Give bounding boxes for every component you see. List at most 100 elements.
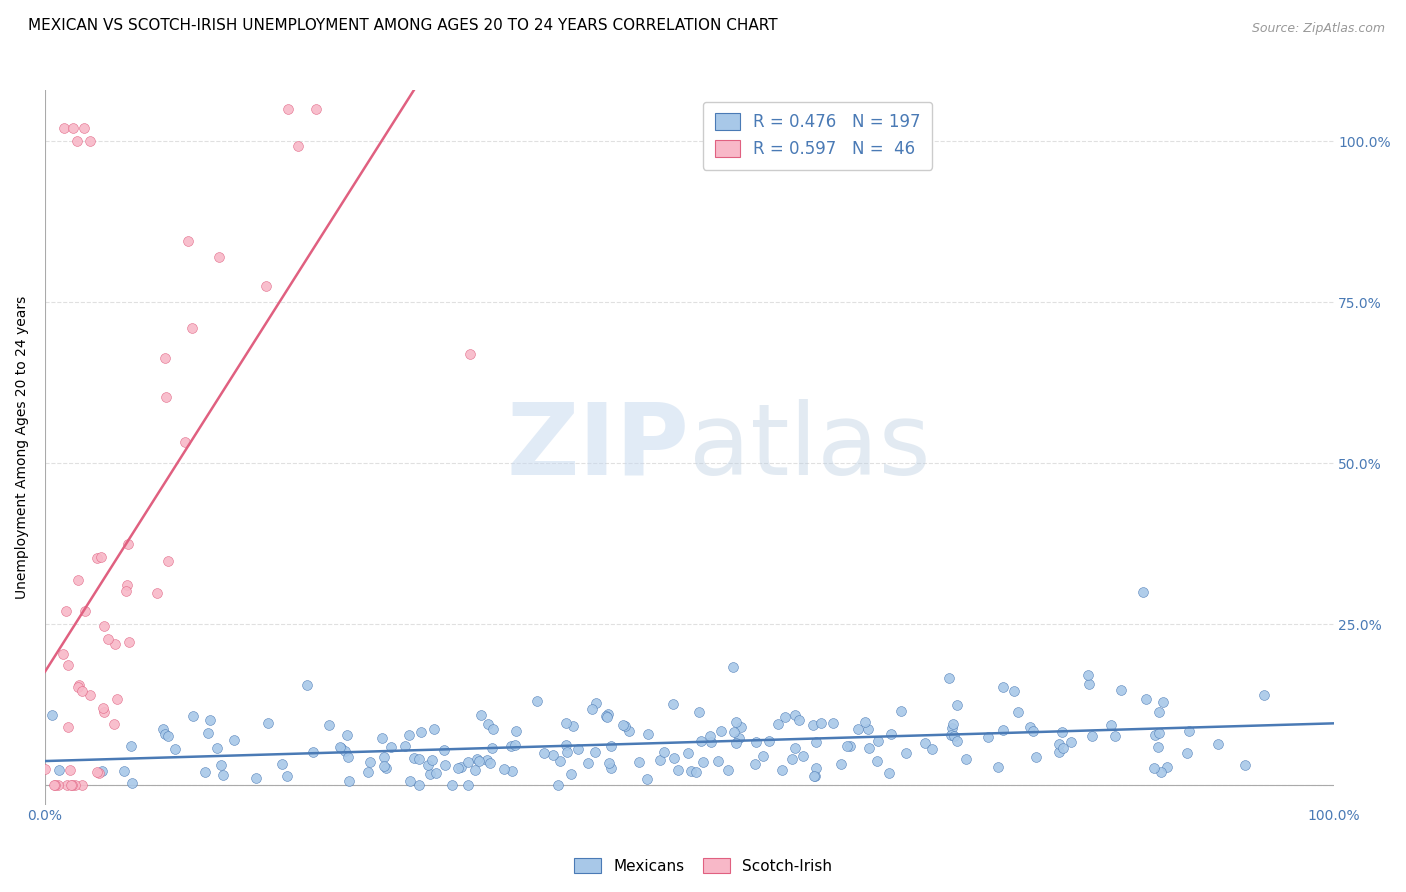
Point bbox=[114, 583, 136, 598]
Point bbox=[335, 744, 357, 758]
Point bbox=[257, 715, 280, 730]
Point bbox=[477, 717, 499, 731]
Point bbox=[576, 756, 599, 770]
Point bbox=[52, 647, 75, 661]
Point bbox=[783, 708, 806, 723]
Point bbox=[481, 722, 503, 736]
Point bbox=[838, 739, 860, 753]
Point bbox=[1143, 761, 1166, 775]
Point bbox=[1147, 739, 1170, 754]
Legend: Mexicans, Scotch-Irish: Mexicans, Scotch-Irish bbox=[568, 852, 838, 880]
Point bbox=[408, 778, 430, 792]
Point bbox=[41, 708, 63, 723]
Point bbox=[91, 700, 114, 714]
Point bbox=[710, 723, 733, 738]
Point bbox=[337, 774, 360, 789]
Point bbox=[419, 767, 441, 781]
Point bbox=[650, 753, 672, 767]
Point bbox=[853, 715, 876, 730]
Point bbox=[120, 739, 142, 753]
Point bbox=[56, 778, 79, 792]
Point bbox=[305, 102, 328, 116]
Point bbox=[866, 754, 889, 768]
Point bbox=[457, 778, 479, 792]
Point bbox=[991, 723, 1014, 737]
Point bbox=[1143, 728, 1166, 742]
Point bbox=[880, 727, 903, 741]
Point bbox=[398, 728, 420, 742]
Point bbox=[356, 765, 378, 780]
Point bbox=[155, 727, 177, 741]
Point bbox=[104, 637, 127, 651]
Text: Source: ZipAtlas.com: Source: ZipAtlas.com bbox=[1251, 22, 1385, 36]
Point bbox=[371, 731, 394, 745]
Point bbox=[1135, 692, 1157, 706]
Point bbox=[373, 749, 395, 764]
Point bbox=[423, 722, 446, 736]
Point bbox=[1099, 718, 1122, 732]
Point bbox=[197, 726, 219, 740]
Point bbox=[596, 710, 619, 724]
Point bbox=[946, 698, 969, 712]
Point bbox=[770, 764, 793, 778]
Point bbox=[614, 719, 637, 733]
Point bbox=[468, 754, 491, 768]
Point bbox=[112, 764, 135, 779]
Point bbox=[728, 731, 751, 746]
Point bbox=[955, 752, 977, 766]
Point bbox=[773, 710, 796, 724]
Point bbox=[70, 683, 93, 698]
Text: MEXICAN VS SCOTCH-IRISH UNEMPLOYMENT AMONG AGES 20 TO 24 YEARS CORRELATION CHART: MEXICAN VS SCOTCH-IRISH UNEMPLOYMENT AMO… bbox=[28, 18, 778, 33]
Point bbox=[554, 716, 576, 731]
Point bbox=[810, 716, 832, 731]
Point bbox=[661, 697, 683, 711]
Point bbox=[60, 778, 83, 792]
Point bbox=[53, 121, 76, 136]
Point bbox=[721, 660, 744, 674]
Point bbox=[856, 722, 879, 736]
Point bbox=[56, 657, 79, 672]
Point bbox=[676, 746, 699, 760]
Point bbox=[479, 756, 502, 770]
Point bbox=[374, 761, 396, 775]
Point bbox=[758, 733, 780, 747]
Point bbox=[1156, 760, 1178, 774]
Point bbox=[155, 390, 177, 404]
Point bbox=[846, 722, 869, 736]
Point bbox=[599, 761, 621, 775]
Point bbox=[1233, 757, 1256, 772]
Text: ZIP: ZIP bbox=[506, 399, 689, 496]
Point bbox=[70, 778, 93, 792]
Point bbox=[181, 321, 204, 335]
Point bbox=[560, 767, 582, 781]
Point bbox=[991, 680, 1014, 694]
Point bbox=[205, 740, 228, 755]
Point bbox=[943, 730, 966, 744]
Point bbox=[939, 728, 962, 742]
Point bbox=[890, 704, 912, 718]
Point bbox=[803, 769, 825, 783]
Point bbox=[596, 707, 619, 722]
Point bbox=[165, 742, 187, 756]
Point bbox=[858, 741, 880, 756]
Point bbox=[1078, 677, 1101, 691]
Point bbox=[329, 740, 352, 755]
Point bbox=[1147, 705, 1170, 719]
Point bbox=[91, 764, 114, 779]
Point bbox=[598, 756, 620, 770]
Point bbox=[866, 733, 889, 747]
Point bbox=[208, 250, 231, 264]
Point bbox=[440, 778, 463, 792]
Point bbox=[1150, 765, 1173, 780]
Point bbox=[787, 713, 810, 727]
Point bbox=[533, 746, 555, 760]
Point bbox=[547, 778, 569, 792]
Point bbox=[420, 753, 443, 767]
Point bbox=[69, 677, 91, 691]
Y-axis label: Unemployment Among Ages 20 to 24 years: Unemployment Among Ages 20 to 24 years bbox=[15, 295, 30, 599]
Point bbox=[700, 735, 723, 749]
Point bbox=[194, 764, 217, 779]
Point bbox=[1002, 684, 1025, 698]
Point bbox=[690, 734, 713, 748]
Point bbox=[1025, 750, 1047, 764]
